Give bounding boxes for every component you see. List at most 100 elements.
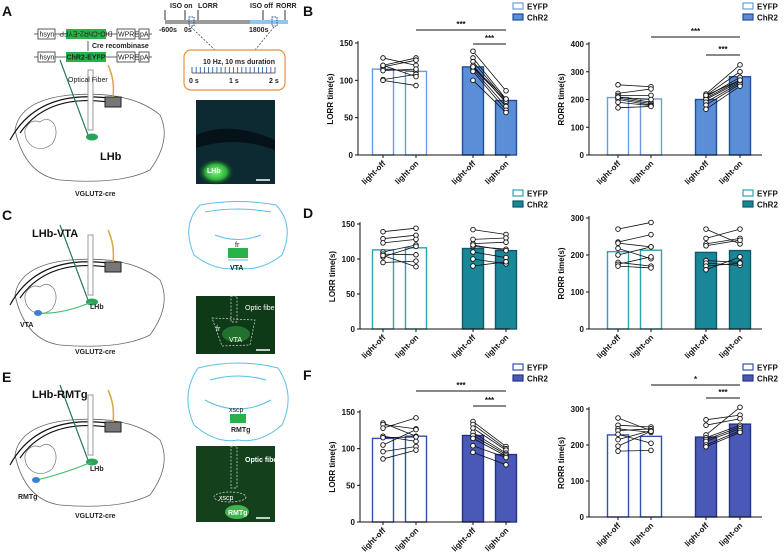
hsyn-label: hsyn	[40, 32, 55, 39]
cerebellum	[24, 444, 57, 474]
y-tick-label: 50	[346, 290, 355, 299]
data-point	[615, 99, 621, 106]
data-point	[380, 425, 386, 431]
pair-line	[472, 438, 507, 457]
x-tick-label: light-off	[683, 333, 711, 361]
data-point	[503, 247, 509, 254]
pair-line	[705, 256, 741, 271]
wpre-label: WPRE	[118, 55, 139, 62]
pair-line	[705, 432, 741, 448]
data-point	[503, 109, 509, 116]
data-point	[703, 417, 709, 423]
pair-line	[705, 228, 741, 245]
panel-label-d: D	[303, 205, 313, 221]
micro-rmtg-label: RMTg	[228, 510, 247, 517]
data-point	[615, 263, 621, 269]
pair-line	[617, 247, 652, 260]
data-point	[648, 86, 654, 92]
data-point	[615, 252, 621, 258]
data-point	[737, 77, 743, 83]
optical-fiber	[87, 69, 94, 131]
pair-line	[705, 76, 741, 98]
data-point	[470, 435, 476, 442]
y-tick-label: 50	[346, 481, 355, 490]
pair-line	[472, 251, 507, 258]
y-axis-label: RORR time(s)	[557, 73, 566, 125]
data-point	[413, 57, 419, 63]
x-tick-label: light-off	[450, 333, 478, 361]
time-minus-600: -600s	[159, 27, 177, 34]
pair-line	[705, 424, 741, 439]
data-point	[470, 256, 476, 262]
y-axis-label: RORR time(s)	[557, 247, 566, 299]
pair-line	[705, 239, 741, 247]
pair-line	[617, 88, 652, 94]
data-point	[470, 442, 476, 449]
data-point	[737, 404, 743, 410]
data-point	[413, 447, 419, 453]
pair-line	[472, 229, 507, 235]
pair-line	[472, 71, 507, 111]
data-point	[703, 267, 709, 273]
data-point	[648, 231, 654, 238]
x-tick-label: light-on	[393, 526, 420, 553]
y-tick-label: 0	[349, 151, 354, 160]
pair-line	[705, 79, 741, 96]
data-point	[737, 237, 743, 243]
lhb-label: LHb	[100, 151, 122, 163]
data-point	[703, 444, 709, 450]
cerebellum	[24, 119, 57, 149]
x-tick-label: light-off	[595, 521, 623, 549]
optical-fiber-label: Optical Fiber	[68, 77, 108, 84]
data-point	[737, 429, 743, 436]
legend-swatch-chr2	[512, 374, 524, 382]
time-1800: 1800s	[249, 27, 269, 34]
panel-label-f: F	[303, 367, 312, 383]
data-point	[470, 226, 476, 233]
pair-line	[617, 246, 652, 256]
legend-label-chr2: ChR2	[527, 14, 548, 23]
x-tick-label: light-off	[683, 521, 711, 549]
pair-line	[382, 57, 417, 66]
pair-line	[472, 445, 507, 458]
data-point	[648, 96, 654, 103]
pair-line	[472, 237, 507, 240]
pair-line	[382, 227, 417, 233]
data-point	[503, 462, 509, 468]
data-point	[648, 254, 654, 260]
x-tick-label: light-off	[450, 159, 478, 187]
panel-c-title: LHb-VTA	[32, 228, 78, 240]
micro-xscp-label: xscp	[219, 495, 234, 502]
data-point	[703, 422, 709, 428]
x-tick-label: light-off	[595, 333, 623, 361]
pair-line	[382, 65, 417, 77]
legend-label-eyfp: EYFP	[757, 3, 779, 12]
y-tick-label: 0	[580, 513, 585, 522]
panel-label-e: E	[2, 369, 11, 385]
cre-label: Cre recombinase	[92, 43, 149, 50]
pair-line	[617, 84, 652, 88]
data-point	[380, 259, 386, 266]
data-point	[615, 431, 621, 437]
data-point	[703, 226, 709, 232]
legend-swatch-eyfp	[742, 363, 754, 371]
panel-label-b: B	[303, 3, 313, 19]
data-point	[413, 243, 419, 250]
xscp-label: xscp	[229, 407, 244, 414]
pair-line	[382, 424, 417, 430]
pair-line	[705, 85, 741, 110]
pair-line	[472, 424, 507, 449]
data-point	[470, 48, 476, 54]
pair-line	[472, 80, 507, 113]
y-tick-label: 100	[342, 445, 356, 454]
pair-line	[617, 234, 652, 243]
legend-swatch-chr2	[512, 200, 524, 208]
pair-line	[472, 67, 507, 102]
y-tick-label: 100	[571, 123, 585, 132]
legend-label-eyfp: EYFP	[527, 190, 549, 199]
significance-label: *	[694, 375, 698, 384]
legend-label-chr2: ChR2	[527, 375, 548, 384]
pair-line	[617, 242, 652, 248]
